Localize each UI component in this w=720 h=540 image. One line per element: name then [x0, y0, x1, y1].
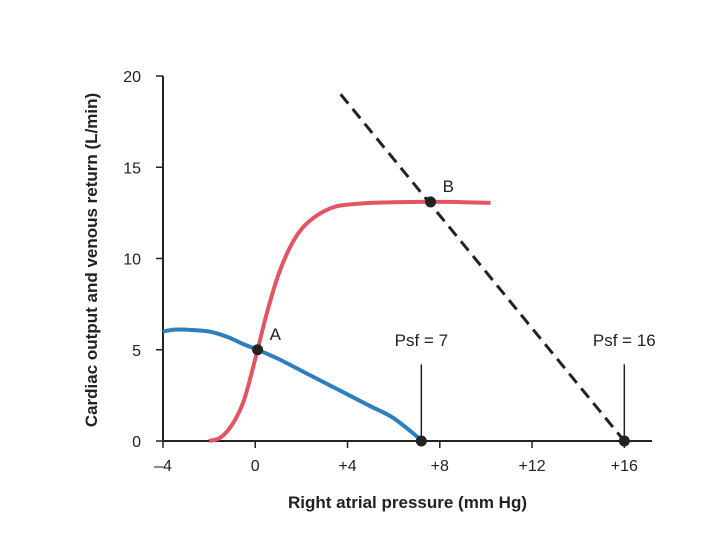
data-point [425, 196, 437, 208]
y-tick-label: 5 [132, 343, 141, 360]
annotations-group: Psf = 7 Psf = 16 [395, 331, 656, 441]
data-point [415, 435, 427, 447]
psf-label: Psf = 7 [395, 331, 448, 350]
point-label: B [443, 177, 454, 196]
series-line-2 [339, 93, 626, 442]
data-point [618, 435, 630, 447]
x-axis-title: Right atrial pressure (mm Hg) [288, 493, 527, 512]
x-tick-label: 0 [251, 458, 260, 475]
x-tick-label: +16 [611, 458, 638, 475]
x-tick-label: +4 [338, 458, 356, 475]
y-tick-label: 10 [123, 252, 141, 269]
axes-group [162, 76, 652, 442]
series-group [162, 93, 626, 443]
points-group: AB [252, 177, 630, 447]
y-tick-label: 0 [132, 434, 141, 451]
point-label: A [270, 325, 282, 344]
series-line-1 [162, 327, 423, 442]
y-axis-title: Cardiac output and venous return (L/min) [82, 93, 101, 427]
x-tick-label: +8 [431, 458, 449, 475]
y-tick-label: 15 [123, 160, 141, 177]
x-tick-label: +12 [518, 458, 545, 475]
ticks-group: –4 0 +4 +8 +12 +16 0 5 10 15 20 [123, 69, 638, 475]
psf-label: Psf = 16 [593, 331, 656, 350]
x-tick-label: –4 [154, 458, 172, 475]
y-tick-label: 20 [123, 69, 141, 86]
data-point [252, 344, 264, 356]
series-line-0 [208, 199, 491, 443]
